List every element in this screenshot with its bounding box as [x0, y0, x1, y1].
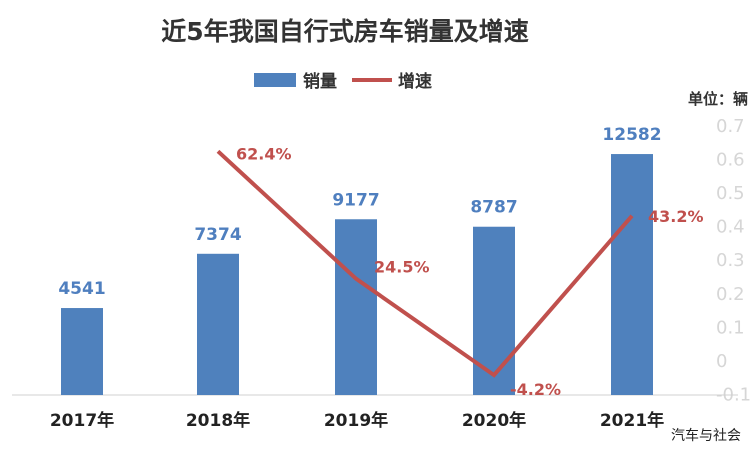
bar	[611, 154, 653, 395]
right-axis-ticks: 0.70.60.50.40.30.20.10-0.1	[716, 116, 750, 406]
right-tick-label: 0.2	[716, 284, 745, 305]
growth-value-label: 24.5%	[374, 258, 430, 277]
unit-label: 单位：辆	[688, 90, 748, 108]
chart-title: 近5年我国自行式房车销量及增速	[161, 17, 528, 46]
bar-value-label: 7374	[194, 225, 241, 245]
bar-value-label: 4541	[58, 279, 105, 299]
bar	[335, 219, 377, 395]
right-tick-label: 0.6	[716, 149, 745, 170]
x-tick-label: 2018年	[186, 410, 250, 431]
right-tick-label: 0.4	[716, 217, 745, 238]
bar-value-labels: 4541 7374 9177 8787 12582	[58, 125, 661, 299]
growth-value-label: -4.2%	[510, 380, 561, 399]
right-tick-label: 0.1	[716, 317, 745, 338]
x-tick-label: 2017年	[50, 410, 114, 431]
right-tick-label: 0.7	[716, 116, 745, 137]
bar-value-label: 9177	[332, 190, 379, 210]
x-axis-ticks: 2017年 2018年 2019年 2020年 2021年	[50, 410, 664, 431]
bar-value-label: 8787	[470, 198, 517, 218]
watermark-text: 汽车与社会	[671, 427, 741, 444]
legend-swatch-sales	[254, 73, 296, 87]
bar-value-label: 12582	[602, 125, 661, 145]
right-tick-label: 0.3	[716, 250, 745, 271]
right-tick-label: 0.5	[716, 183, 745, 204]
bar	[197, 253, 239, 395]
bar	[61, 308, 103, 395]
x-tick-label: 2020年	[462, 410, 526, 431]
bar	[473, 226, 515, 395]
legend-label-sales: 销量	[303, 71, 337, 92]
growth-line-series	[216, 149, 634, 378]
x-tick-label: 2019年	[324, 410, 388, 431]
growth-value-label: 62.4%	[236, 144, 292, 163]
x-tick-label: 2021年	[600, 410, 664, 431]
legend-label-growth: 增速	[398, 71, 432, 92]
right-tick-label: 0	[716, 351, 727, 372]
legend: 销量 增速	[254, 71, 432, 92]
growth-line	[216, 149, 634, 378]
growth-value-label: 43.2%	[648, 207, 704, 226]
growth-value-labels: 62.4% 24.5% -4.2% 43.2%	[236, 144, 704, 399]
